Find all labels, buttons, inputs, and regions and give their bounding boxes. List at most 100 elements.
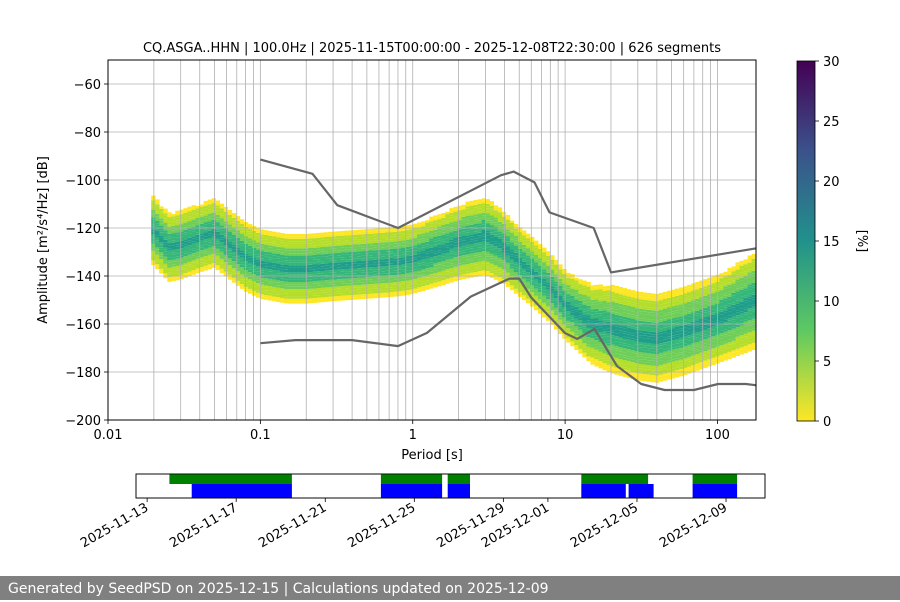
heatmap-cell [251, 276, 257, 279]
heatmap-cell [719, 354, 724, 358]
heatmap-cell [558, 331, 563, 334]
heatmap-cell [397, 241, 402, 244]
heatmap-cell [477, 240, 482, 243]
heatmap-cell [231, 265, 237, 269]
heatmap-cell [622, 312, 627, 315]
heatmap-cell [465, 264, 470, 267]
heatmap-cell [497, 236, 503, 239]
heatmap-cell [372, 276, 378, 279]
heatmap-cell [372, 271, 378, 275]
heatmap-cell [489, 241, 495, 245]
heatmap-cell [594, 364, 599, 367]
heatmap-cell [723, 310, 728, 313]
heatmap-cell [727, 344, 732, 348]
heatmap-cell [183, 237, 188, 240]
heatmap-cell [578, 279, 583, 282]
heatmap-cell [264, 297, 269, 300]
heatmap-cell [247, 279, 253, 282]
heatmap-cell [687, 318, 692, 321]
heatmap-cell [437, 245, 442, 248]
heatmap-cell [582, 297, 587, 300]
heatmap-cell [525, 245, 531, 249]
heatmap-cell [538, 308, 543, 312]
heatmap-cell [731, 331, 736, 334]
heatmap-cell [642, 333, 648, 336]
heatmap-cell [268, 259, 273, 263]
heatmap-cell [199, 214, 204, 217]
heatmap-cell [199, 209, 204, 212]
heatmap-cell [199, 211, 204, 215]
heatmap-cell [703, 360, 708, 364]
heatmap-cell [662, 361, 668, 364]
heatmap-cell [340, 252, 345, 255]
heatmap-cell [481, 248, 486, 252]
heatmap-cell [707, 280, 712, 283]
heatmap-cell [675, 367, 680, 371]
heatmap-cell [578, 293, 583, 297]
heatmap-cell [687, 284, 692, 288]
heatmap-cell [618, 303, 623, 307]
heatmap-cell [481, 265, 486, 268]
heatmap-cell [191, 236, 196, 239]
heatmap-cell [372, 269, 378, 272]
heatmap-cell [288, 272, 293, 275]
heatmap-cell [441, 246, 446, 249]
heatmap-cell [243, 238, 249, 242]
heatmap-cell [743, 341, 748, 344]
heatmap-cell [683, 286, 688, 289]
heatmap-cell [308, 250, 313, 253]
heatmap-cell [622, 364, 627, 368]
heatmap-cell [747, 262, 752, 266]
heatmap-cell [268, 269, 273, 272]
heatmap-cell [630, 328, 636, 331]
heatmap-cell [449, 277, 454, 281]
heatmap-cell [380, 285, 386, 288]
heatmap-cell [397, 291, 402, 294]
heatmap-cell [675, 322, 680, 325]
heatmap-cell [211, 200, 216, 204]
heatmap-cell [308, 272, 313, 275]
heatmap-cell [247, 248, 253, 251]
heatmap-cell [489, 201, 495, 204]
heatmap-cell [675, 351, 680, 354]
heatmap-cell [348, 278, 353, 281]
heatmap-cell [703, 343, 708, 347]
heatmap-cell [658, 374, 664, 377]
heatmap-cell [155, 237, 160, 241]
heatmap-cell [320, 285, 325, 288]
heatmap-cell [735, 332, 740, 335]
heatmap-cell [449, 241, 454, 245]
heatmap-cell [735, 339, 740, 342]
heatmap-cell [179, 238, 184, 241]
heatmap-cell [481, 253, 486, 256]
heatmap-cell [276, 278, 281, 281]
heatmap-cell [292, 289, 297, 292]
heatmap-cell [707, 340, 712, 343]
heatmap-cell [368, 281, 374, 285]
heatmap-cell [175, 213, 180, 216]
heatmap-cell [288, 262, 293, 266]
heatmap-cell [477, 204, 482, 207]
heatmap-cell [276, 237, 281, 240]
heatmap-cell [179, 214, 184, 217]
heatmap-cell [441, 225, 446, 228]
heatmap-cell [445, 242, 450, 246]
heatmap-cell [743, 329, 748, 332]
heatmap-cell [550, 303, 555, 306]
heatmap-cell [179, 221, 184, 225]
heatmap-cell [687, 371, 692, 374]
heatmap-cell [735, 298, 740, 301]
heatmap-cell [570, 279, 575, 282]
heatmap-cell [288, 241, 293, 244]
heatmap-cell [534, 247, 539, 251]
heatmap-cell [606, 369, 611, 373]
heatmap-cell [175, 273, 180, 276]
heatmap-cell [650, 348, 656, 352]
heatmap-cell [695, 332, 700, 335]
timeline-tick-label: 2025-11-17 [167, 500, 240, 551]
heatmap-cell [521, 290, 527, 293]
heatmap-cell [614, 290, 619, 294]
heatmap-cell [691, 329, 696, 332]
heatmap-cell [175, 249, 180, 252]
heatmap-cell [662, 354, 668, 357]
